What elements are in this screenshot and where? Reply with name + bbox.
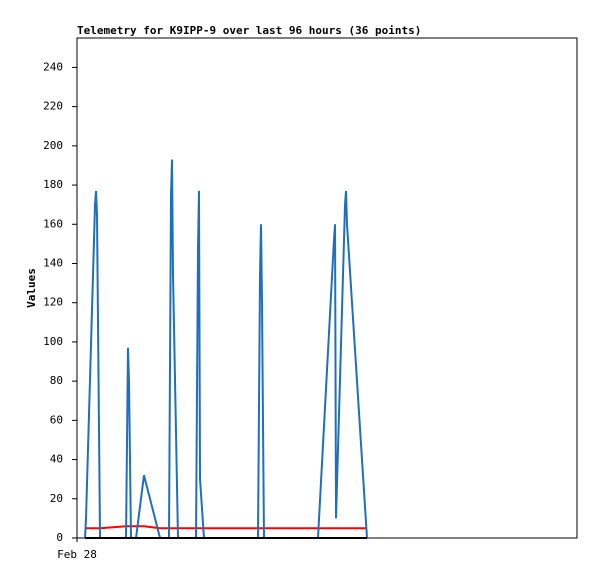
- y-tick-label: 20: [50, 492, 63, 505]
- y-tick-label: 200: [43, 139, 63, 152]
- chart-title: Telemetry for K9IPP-9 over last 96 hours…: [77, 24, 421, 37]
- y-tick-label: 220: [43, 100, 63, 113]
- series-line: [85, 525, 367, 530]
- x-tick-label: Feb 28: [57, 548, 97, 561]
- y-tick-label: 60: [50, 413, 63, 426]
- y-axis-label: Values: [25, 268, 38, 308]
- y-tick-label: 240: [43, 60, 63, 73]
- y-tick-label: 120: [43, 296, 63, 309]
- y-tick-label: 0: [56, 531, 63, 544]
- y-tick-label: 160: [43, 217, 63, 230]
- y-tick-label: 100: [43, 335, 63, 348]
- y-tick-label: 80: [50, 374, 63, 387]
- y-tick-label: 180: [43, 178, 63, 191]
- y-tick-label: 140: [43, 256, 63, 269]
- y-tick-label: 40: [50, 453, 63, 466]
